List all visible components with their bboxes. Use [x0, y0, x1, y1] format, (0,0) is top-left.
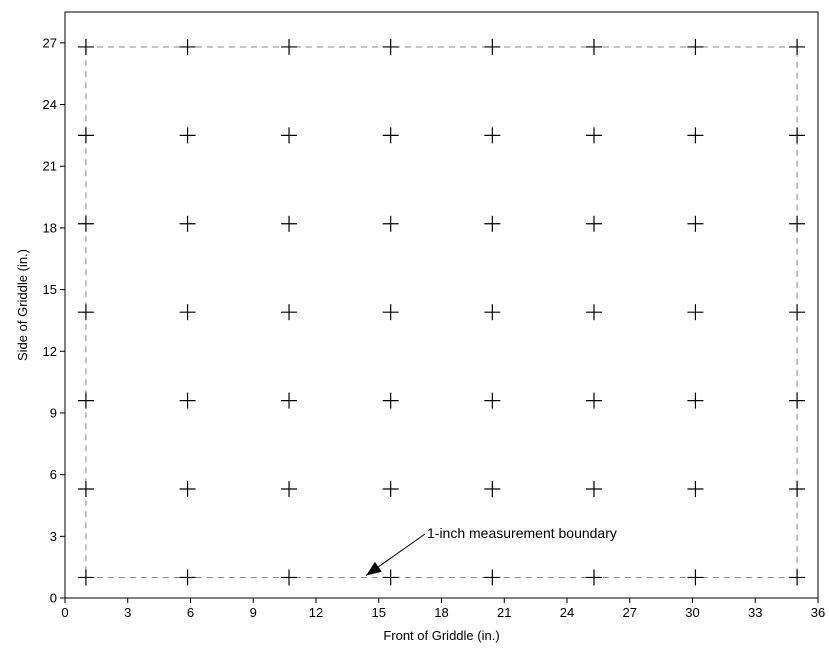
- x-tick-label: 27: [623, 605, 637, 620]
- data-point: [179, 304, 196, 321]
- data-point: [687, 215, 704, 232]
- data-point: [281, 215, 298, 232]
- annotation-arrowhead: [366, 561, 382, 576]
- data-point: [281, 304, 298, 321]
- x-axis-title: Front of Griddle (in.): [383, 628, 499, 643]
- y-tick-label: 15: [43, 282, 57, 297]
- y-tick-label: 9: [50, 405, 57, 420]
- x-tick-label: 30: [685, 605, 699, 620]
- data-point: [179, 569, 196, 586]
- data-point: [585, 569, 602, 586]
- data-point: [382, 392, 399, 409]
- x-tick-label: 12: [309, 605, 323, 620]
- data-point: [281, 127, 298, 144]
- y-tick-label: 12: [43, 344, 57, 359]
- data-point: [687, 304, 704, 321]
- data-point: [382, 38, 399, 55]
- x-tick-label: 9: [250, 605, 257, 620]
- boundary-rect: [85, 46, 798, 578]
- plot-frame: [64, 11, 819, 599]
- x-axis: 0 3 6 9 12 15 18 21 24 27 30 33 36: [61, 598, 825, 620]
- data-point: [179, 392, 196, 409]
- data-point: [789, 569, 806, 586]
- data-point: [382, 304, 399, 321]
- data-point: [77, 392, 94, 409]
- data-point: [484, 392, 501, 409]
- data-point: [687, 127, 704, 144]
- data-point: [77, 127, 94, 144]
- x-tick-label: 21: [497, 605, 511, 620]
- data-point: [77, 215, 94, 232]
- data-point: [484, 215, 501, 232]
- y-tick-label: 24: [43, 97, 57, 112]
- annotation: 1-inch measurement boundary: [365, 525, 617, 576]
- data-point: [382, 481, 399, 498]
- annotation-text: 1-inch measurement boundary: [427, 525, 617, 541]
- data-point: [179, 38, 196, 55]
- x-tick-label: 33: [748, 605, 762, 620]
- y-tick-label: 3: [50, 529, 57, 544]
- data-point: [484, 481, 501, 498]
- data-point: [281, 481, 298, 498]
- data-point: [687, 481, 704, 498]
- data-point: [789, 392, 806, 409]
- data-point: [585, 127, 602, 144]
- x-tick-label: 15: [372, 605, 386, 620]
- data-point: [382, 127, 399, 144]
- data-point: [687, 38, 704, 55]
- data-point: [585, 38, 602, 55]
- y-axis: 0 3 6 9 12 15 18 21 24 27: [43, 35, 65, 606]
- data-point: [77, 38, 94, 55]
- data-point: [789, 38, 806, 55]
- data-point: [687, 392, 704, 409]
- data-point: [789, 481, 806, 498]
- x-tick-label: 6: [187, 605, 194, 620]
- data-point: [484, 304, 501, 321]
- data-point: [179, 127, 196, 144]
- data-point: [179, 215, 196, 232]
- y-tick-label: 6: [50, 467, 57, 482]
- data-point: [789, 127, 806, 144]
- x-tick-label: 0: [61, 605, 68, 620]
- x-tick-label: 36: [811, 605, 825, 620]
- y-axis-title: Side of Griddle (in.): [15, 249, 30, 361]
- data-point: [382, 569, 399, 586]
- data-point: [77, 481, 94, 498]
- data-point: [687, 569, 704, 586]
- data-point: [585, 481, 602, 498]
- data-point: [484, 569, 501, 586]
- measurement-points: [77, 38, 806, 586]
- data-point: [77, 569, 94, 586]
- data-point: [281, 392, 298, 409]
- y-tick-label: 27: [43, 35, 57, 50]
- data-point: [281, 38, 298, 55]
- data-point: [585, 304, 602, 321]
- data-point: [585, 392, 602, 409]
- y-tick-label: 18: [43, 220, 57, 235]
- data-point: [484, 38, 501, 55]
- measurement-boundary: [85, 46, 798, 578]
- x-tick-label: 18: [434, 605, 448, 620]
- x-tick-label: 3: [124, 605, 131, 620]
- data-point: [789, 304, 806, 321]
- data-point: [77, 304, 94, 321]
- x-tick-label: 24: [560, 605, 574, 620]
- data-point: [484, 127, 501, 144]
- y-tick-label: 0: [50, 591, 57, 606]
- data-point: [789, 215, 806, 232]
- data-point: [382, 215, 399, 232]
- y-tick-label: 21: [43, 159, 57, 174]
- data-point: [585, 215, 602, 232]
- data-point: [281, 569, 298, 586]
- data-point: [179, 481, 196, 498]
